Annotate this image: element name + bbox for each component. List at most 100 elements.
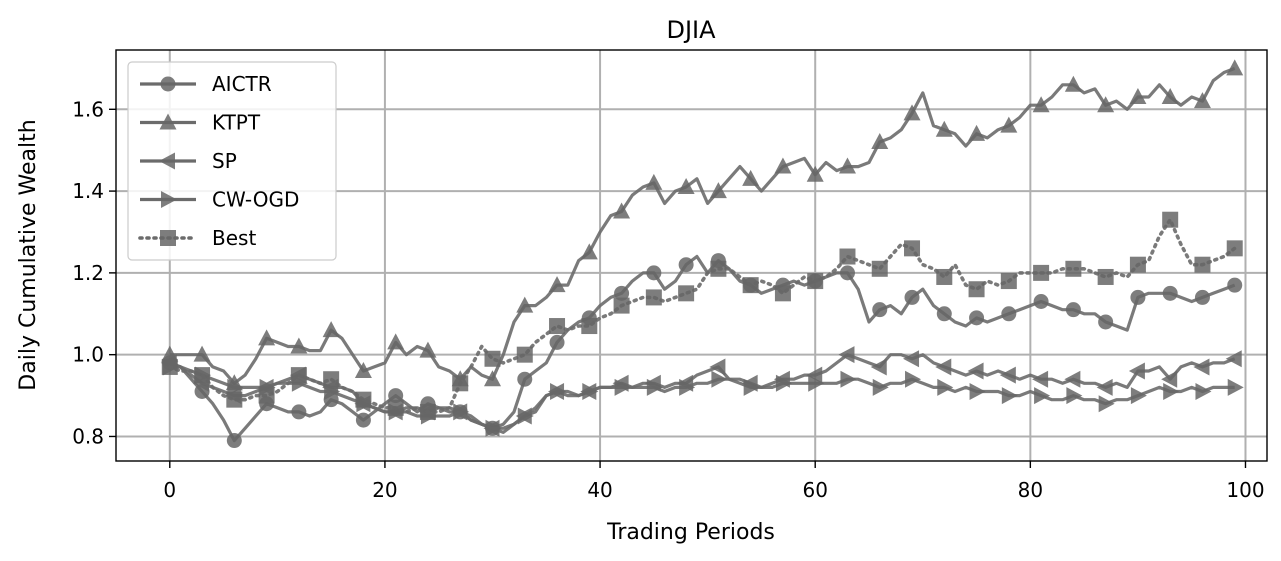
chart-title: DJIA bbox=[666, 16, 716, 44]
data-point-cw-ogd bbox=[1130, 387, 1147, 405]
data-point-best bbox=[581, 318, 598, 335]
legend-marker-best bbox=[160, 230, 176, 246]
data-point-best bbox=[807, 273, 824, 290]
data-point-cw-ogd bbox=[1034, 387, 1051, 405]
data-point-best bbox=[645, 289, 662, 306]
data-point-ktpt bbox=[580, 243, 598, 260]
data-point-aictr bbox=[678, 257, 694, 273]
data-point-aictr bbox=[1227, 277, 1243, 293]
data-point-sp bbox=[870, 358, 887, 376]
data-point-ktpt bbox=[354, 362, 372, 379]
data-point-aictr bbox=[291, 404, 307, 420]
data-point-ktpt bbox=[1129, 88, 1147, 105]
y-axis-label: Daily Cumulative Wealth bbox=[16, 119, 41, 390]
legend-marker-aictr bbox=[160, 76, 176, 92]
data-point-ktpt bbox=[774, 157, 792, 174]
data-point-cw-ogd bbox=[808, 374, 825, 392]
data-point-cw-ogd bbox=[550, 382, 567, 400]
series-line-ktpt bbox=[169, 66, 1236, 385]
legend-marker-cw-ogd bbox=[161, 191, 177, 208]
x-axis: 0 20 40 60 80 100 bbox=[163, 461, 1265, 502]
data-point-cw-ogd bbox=[1227, 378, 1244, 396]
data-point-ktpt bbox=[1000, 116, 1018, 133]
legend: AICTR KTPT SP CW-OGD Best bbox=[127, 61, 337, 261]
x-tick-label: 100 bbox=[1226, 478, 1264, 502]
data-point-best bbox=[968, 281, 985, 298]
data-point-best bbox=[355, 391, 372, 408]
data-point-best bbox=[678, 285, 695, 302]
data-point-sp bbox=[935, 358, 952, 376]
data-point-best bbox=[516, 346, 533, 363]
data-point-cw-ogd bbox=[646, 378, 663, 396]
data-point-best bbox=[484, 350, 501, 367]
data-point-cw-ogd bbox=[517, 407, 534, 425]
data-point-aictr bbox=[549, 334, 565, 350]
data-point-cw-ogd bbox=[1195, 382, 1212, 400]
data-point-best bbox=[387, 399, 404, 416]
data-point-ktpt bbox=[1161, 88, 1179, 105]
data-point-cw-ogd bbox=[1001, 387, 1018, 405]
plot-frame bbox=[115, 49, 1268, 462]
data-point-best bbox=[774, 285, 791, 302]
y-axis: 0.8 1.0 1.2 1.4 1.6 bbox=[72, 97, 116, 448]
data-point-sp bbox=[1161, 370, 1178, 388]
data-point-cw-ogd bbox=[1066, 387, 1083, 405]
data-point-best bbox=[290, 367, 307, 384]
data-point-best bbox=[613, 297, 630, 314]
data-point-aictr bbox=[969, 310, 985, 326]
data-point-ktpt bbox=[516, 296, 534, 313]
data-point-best bbox=[452, 375, 469, 392]
data-point-ktpt bbox=[645, 173, 663, 190]
data-point-sp bbox=[1032, 370, 1049, 388]
data-point-aictr bbox=[904, 289, 920, 305]
data-point-best bbox=[419, 403, 436, 420]
data-point-ktpt bbox=[968, 124, 986, 141]
data-point-cw-ogd bbox=[937, 378, 954, 396]
data-point-aictr bbox=[517, 371, 533, 387]
data-point-best bbox=[936, 268, 953, 285]
legend-label-aictr: AICTR bbox=[212, 72, 272, 96]
data-point-ktpt bbox=[935, 120, 953, 137]
data-point-cw-ogd bbox=[453, 403, 470, 421]
data-point-ktpt bbox=[838, 157, 856, 174]
legend-label-ktpt: KTPT bbox=[212, 111, 261, 135]
data-point-best bbox=[742, 277, 759, 294]
data-point-sp bbox=[806, 366, 823, 384]
legend-box bbox=[127, 61, 337, 261]
data-point-aictr bbox=[614, 285, 630, 301]
data-point-aictr bbox=[936, 306, 952, 322]
x-axis-label: Trading Periods bbox=[606, 520, 775, 545]
data-point-best bbox=[1097, 268, 1114, 285]
plot-series bbox=[160, 59, 1244, 449]
data-point-ktpt bbox=[709, 182, 727, 199]
x-tick-label: 0 bbox=[163, 478, 176, 502]
data-point-sp bbox=[999, 366, 1016, 384]
data-point-aictr bbox=[1194, 289, 1210, 305]
data-point-ktpt bbox=[387, 333, 405, 350]
data-point-best bbox=[258, 387, 275, 404]
data-point-best bbox=[226, 391, 243, 408]
data-point-cw-ogd bbox=[872, 378, 889, 396]
data-point-ktpt bbox=[871, 133, 889, 150]
data-point-ktpt bbox=[1032, 96, 1050, 113]
data-point-ktpt bbox=[613, 202, 631, 219]
data-point-sp bbox=[1193, 358, 1210, 376]
data-point-aictr bbox=[1065, 302, 1081, 318]
data-point-cw-ogd bbox=[485, 419, 502, 437]
data-point-cw-ogd bbox=[711, 370, 728, 388]
data-point-ktpt bbox=[1064, 75, 1082, 92]
legend-label-best: Best bbox=[212, 226, 256, 250]
data-point-best bbox=[194, 367, 211, 384]
y-tick-label: 0.8 bbox=[72, 424, 104, 448]
y-tick-label: 1.6 bbox=[72, 97, 104, 121]
data-point-ktpt bbox=[548, 276, 566, 293]
data-point-best bbox=[1065, 260, 1082, 277]
data-point-cw-ogd bbox=[1163, 382, 1180, 400]
data-point-cw-ogd bbox=[227, 378, 244, 396]
data-point-best bbox=[1129, 256, 1146, 273]
legend-marker-ktpt bbox=[159, 113, 177, 130]
series-line-best bbox=[168, 217, 1237, 414]
data-point-ktpt bbox=[483, 370, 501, 387]
data-point-best bbox=[904, 240, 921, 257]
data-point-cw-ogd bbox=[1098, 395, 1115, 413]
